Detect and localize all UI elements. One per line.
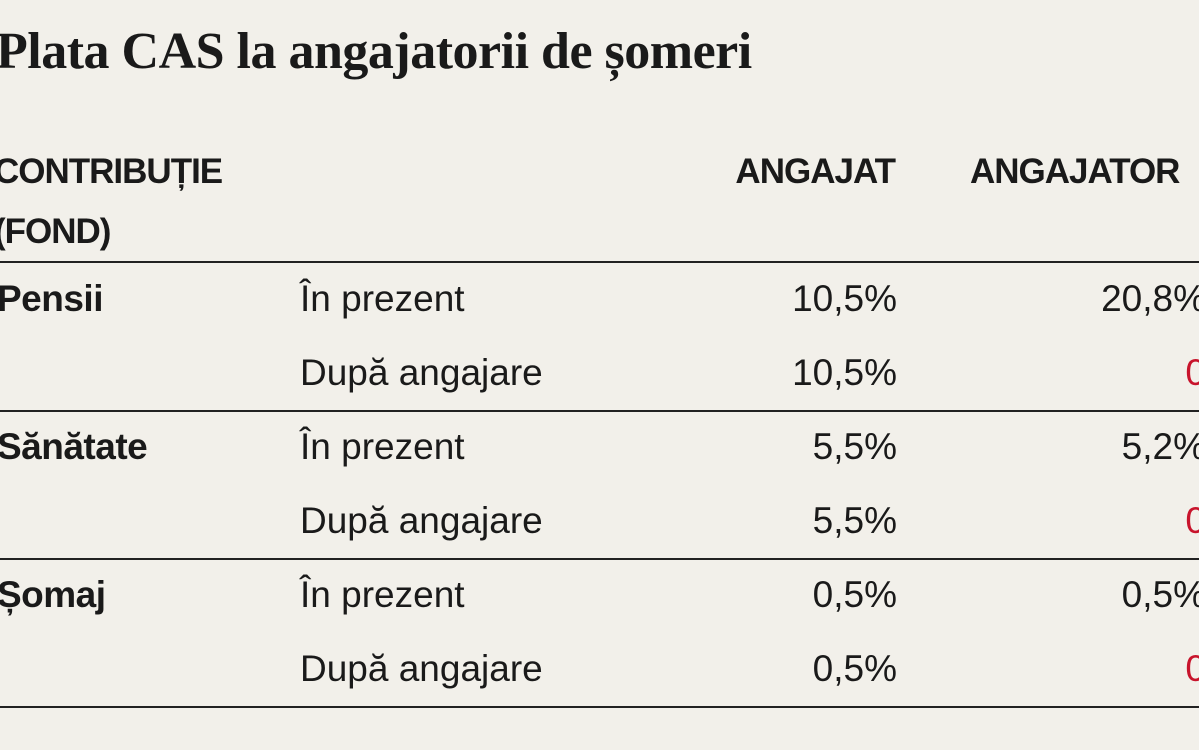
status: În prezent	[300, 574, 465, 615]
angajat-value: 5,5%	[812, 500, 897, 541]
row-rule	[0, 410, 1199, 412]
group-name: Pensii	[0, 278, 104, 319]
angajator-value: 5,2%	[1121, 426, 1199, 467]
angajat-value: 10,5%	[792, 278, 897, 319]
angajator-value: 0	[1185, 648, 1199, 689]
angajator-value: 0	[1185, 352, 1199, 393]
group-name: Sănătate	[0, 426, 148, 467]
status: În prezent	[300, 426, 465, 467]
status: În prezent	[300, 278, 465, 319]
status: După angajare	[300, 500, 543, 541]
header-cell: ANGAJAT	[735, 152, 896, 191]
header-cell: ANGAJATOR	[970, 152, 1180, 191]
title: Plata CAS la angajatorii de șomeri	[0, 23, 752, 80]
angajator-value: 0,5%	[1121, 574, 1199, 615]
angajator-value: 20,8%	[1101, 278, 1199, 319]
status: După angajare	[300, 648, 543, 689]
angajat-value: 0,5%	[812, 574, 897, 615]
status: După angajare	[300, 352, 543, 393]
angajator-value: 0	[1185, 500, 1199, 541]
angajat-value: 0,5%	[812, 648, 897, 689]
angajat-value: 10,5%	[792, 352, 897, 393]
row-rule	[0, 706, 1199, 708]
row-rule	[0, 261, 1199, 263]
group-name: Șomaj	[0, 574, 106, 615]
angajat-value: 5,5%	[812, 426, 897, 467]
header-cell: CONTRIBUȚIE (FOND)	[0, 152, 223, 251]
row-rule	[0, 558, 1199, 560]
